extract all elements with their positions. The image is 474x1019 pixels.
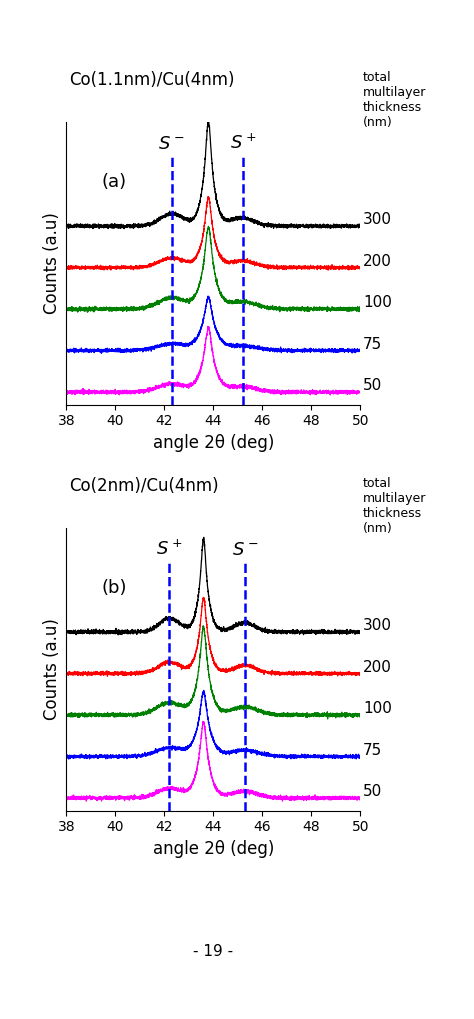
X-axis label: angle 2θ (deg): angle 2θ (deg) (153, 840, 274, 858)
Text: $S^+$: $S^+$ (229, 133, 256, 153)
Text: $S^-$: $S^-$ (158, 135, 185, 153)
Text: total
multilayer
thickness
(nm): total multilayer thickness (nm) (363, 71, 427, 129)
Text: 200: 200 (363, 659, 392, 675)
Text: 75: 75 (363, 337, 383, 352)
Text: 75: 75 (363, 743, 383, 758)
Text: 50: 50 (363, 378, 383, 393)
Text: total
multilayer
thickness
(nm): total multilayer thickness (nm) (363, 478, 427, 535)
Text: - 19 -: - 19 - (193, 944, 233, 959)
Y-axis label: Counts (a.u): Counts (a.u) (43, 619, 61, 720)
Text: $S^-$: $S^-$ (232, 540, 258, 558)
Text: 200: 200 (363, 254, 392, 269)
Text: Co(2nm)/Cu(4nm): Co(2nm)/Cu(4nm) (69, 478, 219, 495)
Text: (a): (a) (101, 173, 127, 192)
Text: 300: 300 (363, 212, 392, 227)
Text: $S^+$: $S^+$ (156, 539, 182, 558)
Y-axis label: Counts (a.u): Counts (a.u) (43, 213, 61, 314)
Text: 100: 100 (363, 296, 392, 311)
Text: 50: 50 (363, 785, 383, 799)
Text: Co(1.1nm)/Cu(4nm): Co(1.1nm)/Cu(4nm) (69, 71, 235, 90)
X-axis label: angle 2θ (deg): angle 2θ (deg) (153, 434, 274, 451)
Text: (b): (b) (101, 579, 127, 597)
Text: 100: 100 (363, 701, 392, 716)
Text: 300: 300 (363, 619, 392, 633)
